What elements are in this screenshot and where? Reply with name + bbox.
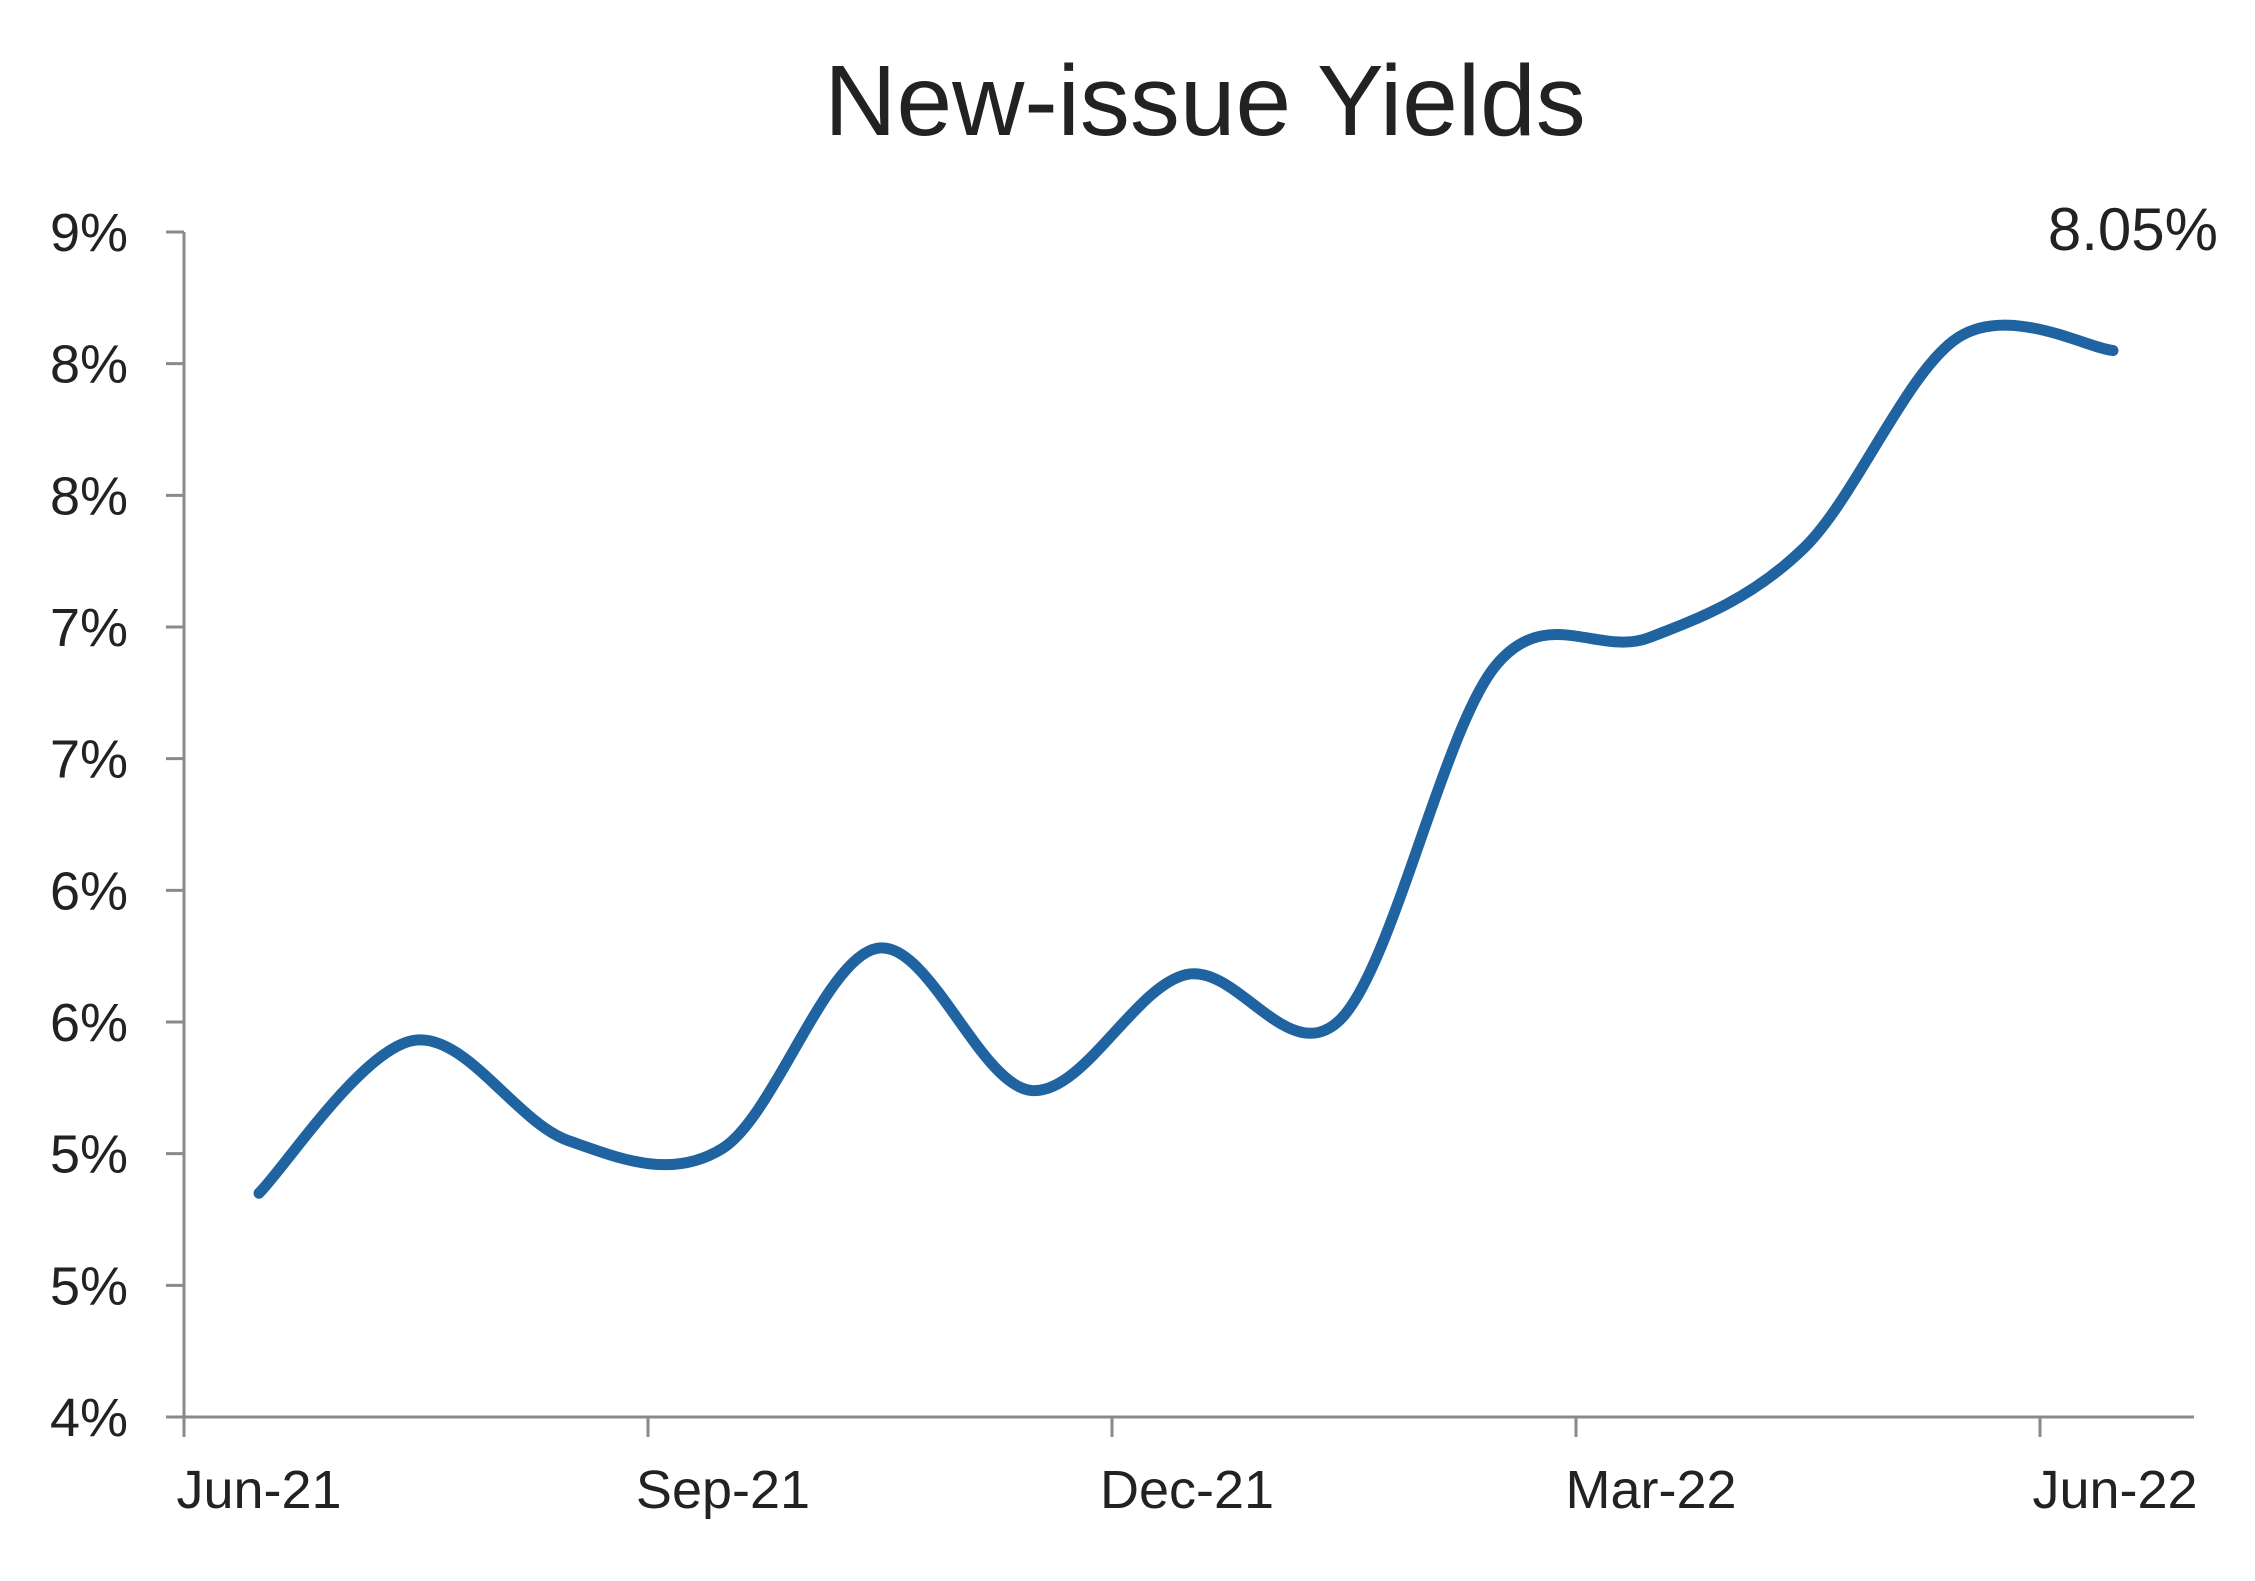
y-tick-label: 5%: [50, 1125, 128, 1185]
y-tick-label: 7%: [50, 598, 128, 658]
y-tick-label: 6%: [50, 861, 128, 921]
x-tick-label: Dec-21: [1100, 1460, 1274, 1520]
y-tick-label: 5%: [50, 1256, 128, 1316]
x-axis: Jun-21 Sep-21 Dec-21 Mar-22 Jun-22: [176, 1415, 2198, 1520]
y-tick-label: 8%: [50, 466, 128, 526]
x-tick-label: Jun-21: [176, 1460, 341, 1520]
y-tick-label: 4%: [50, 1388, 128, 1448]
x-tick-label: Mar-22: [1565, 1460, 1736, 1520]
y-tick-label: 7%: [50, 730, 128, 790]
series-line-0: [253, 319, 2119, 1199]
y-tick-label: 8%: [50, 335, 128, 395]
x-tick-label: Sep-21: [636, 1460, 810, 1520]
chart-title: New-issue Yields: [824, 45, 1585, 157]
x-tick-label: Jun-22: [2032, 1460, 2197, 1520]
end-value-label: 8.05%: [2048, 196, 2218, 263]
y-tick-label: 9%: [50, 203, 128, 263]
y-axis: 4% 5% 5% 6% 6% 7% 7% 8% 8% 9%: [50, 203, 186, 1448]
y-tick-label: 6%: [50, 993, 128, 1053]
series-layer: [253, 319, 2119, 1199]
